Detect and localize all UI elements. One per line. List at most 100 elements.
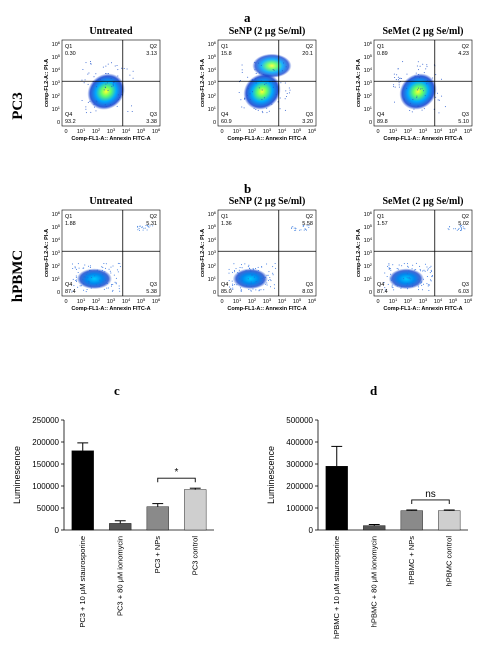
y-tick-label: 106 <box>364 210 373 218</box>
event-dot <box>399 77 401 79</box>
y-axis-label: comp-FL2-A:: PI-A <box>44 59 50 107</box>
y-tick-label: 0 <box>309 526 314 535</box>
x-tick-label: 105 <box>449 297 458 305</box>
event-dot <box>112 265 114 267</box>
event-dot <box>88 269 90 271</box>
event-dot <box>110 272 112 274</box>
event-dot <box>413 108 415 110</box>
event-dot <box>274 287 276 289</box>
plot-title: Untreated <box>89 26 133 37</box>
event-dot <box>280 82 282 84</box>
event-dot <box>89 265 91 267</box>
event-dot <box>93 76 95 78</box>
quadrant-value-q3: 6.03 <box>458 289 469 295</box>
event-dot <box>80 285 82 287</box>
event-dot <box>71 290 73 292</box>
quadrant-name-q3: Q3 <box>306 112 313 118</box>
event-dot <box>146 229 148 231</box>
event-dot <box>258 72 260 74</box>
y-tick-label: 102 <box>52 262 61 270</box>
event-dot <box>89 61 91 63</box>
x-tick-label: 104 <box>278 127 287 135</box>
event-dot <box>102 281 104 283</box>
event-dot <box>419 65 421 67</box>
event-dot <box>115 277 117 279</box>
y-tick-label: 106 <box>208 40 217 48</box>
event-dot <box>77 272 79 274</box>
event-dot <box>105 73 107 75</box>
event-dot <box>397 268 399 270</box>
event-dot <box>303 229 305 231</box>
event-dot <box>464 228 466 230</box>
event-dot <box>411 268 413 270</box>
event-dot <box>257 270 259 272</box>
event-dot <box>266 263 268 265</box>
event-dot <box>230 287 232 289</box>
event-dot <box>83 276 85 278</box>
y-tick-label: 150000 <box>32 460 59 469</box>
x-tick-label: 105 <box>293 297 302 305</box>
event-dot <box>453 228 455 230</box>
event-dot <box>419 88 421 90</box>
event-dot <box>279 97 281 99</box>
event-dot <box>270 286 272 288</box>
x-tick-label: 102 <box>92 127 101 135</box>
event-dot <box>87 73 89 75</box>
event-dot <box>306 225 308 227</box>
event-dot <box>98 285 100 287</box>
event-dot <box>110 284 112 286</box>
event-dot <box>449 226 451 228</box>
event-dot <box>112 284 114 286</box>
event-dot <box>75 275 77 277</box>
event-dot <box>275 267 277 269</box>
event-dot <box>137 225 139 227</box>
event-dot <box>270 280 272 282</box>
event-dot <box>407 266 409 268</box>
event-dot <box>143 227 145 229</box>
event-dot <box>418 289 420 291</box>
x-tick-label: 102 <box>92 297 101 305</box>
event-dot <box>78 267 80 269</box>
event-dot <box>285 90 287 92</box>
event-dot <box>85 106 87 108</box>
event-dot <box>102 66 104 68</box>
event-dot <box>394 101 396 103</box>
quadrant-value-q2: 3.13 <box>146 51 157 57</box>
event-dot <box>300 229 302 231</box>
event-dot <box>408 270 410 272</box>
event-dot <box>102 274 104 276</box>
event-dot <box>429 279 431 281</box>
event-dot <box>459 225 461 227</box>
event-dot <box>265 283 267 285</box>
event-dot <box>430 270 432 272</box>
event-dot <box>430 265 432 267</box>
event-dot <box>239 287 241 289</box>
y-tick-label: 104 <box>364 236 373 244</box>
event-dot <box>119 97 121 99</box>
y-tick-label: 103 <box>208 79 217 87</box>
event-dot <box>251 79 253 81</box>
bar <box>146 506 169 531</box>
event-dot <box>103 288 105 290</box>
quadrant-name-q4: Q4 <box>221 112 228 118</box>
event-dot <box>390 269 392 271</box>
event-dot <box>267 274 269 276</box>
event-dot <box>95 73 97 75</box>
x-tick-label: 104 <box>122 127 131 135</box>
event-dot <box>234 270 236 272</box>
event-dot <box>263 73 265 75</box>
event-dot <box>103 89 105 91</box>
x-axis-label: Comp-FL1-A:: Annexin FITC-A <box>383 136 462 142</box>
event-dot <box>137 229 139 231</box>
event-dot <box>260 278 262 280</box>
event-dot <box>129 74 131 76</box>
event-dot <box>263 289 265 291</box>
event-dot <box>247 278 249 280</box>
event-dot <box>110 266 112 268</box>
event-dot <box>398 86 400 88</box>
event-dot <box>393 84 395 86</box>
x-tick-label: 104 <box>122 297 131 305</box>
significance-label: * <box>175 467 179 478</box>
significance-label: ns <box>425 489 436 500</box>
